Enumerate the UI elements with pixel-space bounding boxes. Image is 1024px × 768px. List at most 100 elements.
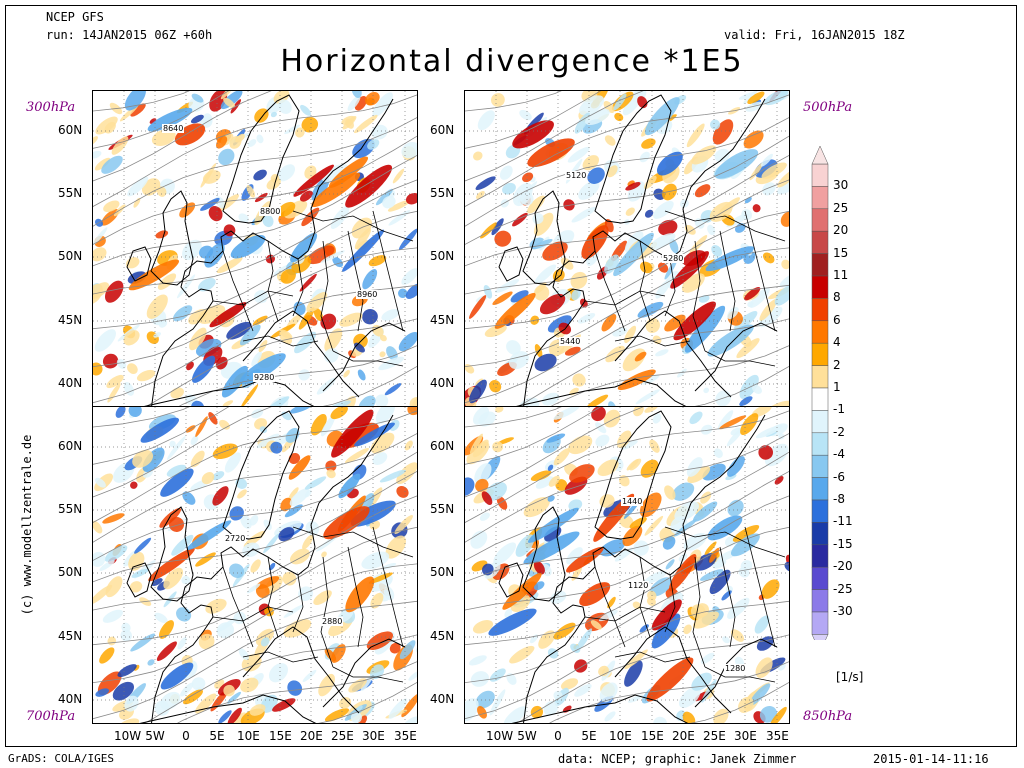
divergence-blob [222, 400, 234, 407]
divergence-blob [300, 104, 311, 116]
divergence-blob [342, 116, 357, 130]
height-contour [465, 495, 789, 611]
height-contour [465, 155, 789, 267]
divergence-blob [717, 410, 734, 430]
country-border [664, 574, 676, 633]
divergence-blob [298, 307, 315, 330]
divergence-blob [624, 231, 644, 253]
divergence-blob [120, 629, 132, 642]
divergence-blob [272, 698, 296, 712]
colorbar-swatch [811, 432, 829, 456]
divergence-blob [384, 383, 402, 396]
divergence-band [656, 151, 683, 176]
divergence-blob [387, 200, 411, 212]
divergence-blob [399, 640, 416, 660]
divergence-blob [475, 190, 485, 200]
divergence-blob [571, 565, 583, 581]
divergence-blob [366, 631, 394, 650]
divergence-blob [117, 664, 137, 678]
divergence-blob [652, 413, 662, 424]
divergence-blob [131, 568, 149, 578]
divergence-blob [494, 230, 512, 247]
lon-label: 15E [641, 729, 664, 743]
divergence-blob [299, 190, 313, 202]
divergence-blob [310, 413, 327, 436]
height-contour [465, 210, 789, 330]
divergence-blob [238, 648, 249, 661]
divergence-band [290, 232, 318, 263]
colorbar [811, 145, 829, 640]
divergence-blob [264, 606, 274, 617]
divergence-blob [254, 108, 269, 123]
colorbar-swatch [811, 410, 829, 434]
divergence-blob [778, 433, 785, 440]
divergence-band [527, 138, 575, 168]
divergence-blob [563, 199, 575, 211]
divergence-blob [163, 567, 184, 590]
contour-label: 8640 [163, 124, 183, 133]
contour-label-bg [162, 124, 184, 133]
country-border [320, 556, 334, 668]
divergence-blob [265, 254, 275, 264]
level-label-500: 500hPa [803, 100, 853, 115]
divergence-blob [124, 695, 139, 712]
divergence-blob [780, 211, 789, 227]
divergence-blob [496, 496, 508, 510]
height-contour [465, 407, 644, 498]
divergence-blob [709, 569, 731, 595]
divergence-blob [125, 257, 140, 269]
divergence-blob [330, 206, 350, 229]
divergence-band [239, 353, 286, 385]
divergence-blob [533, 560, 545, 575]
map-panel-850hpa: 1120 1280 1440 [464, 406, 790, 724]
divergence-blob [569, 464, 595, 483]
divergence-band [523, 531, 580, 565]
divergence-blob [372, 452, 388, 465]
divergence-blob [159, 620, 174, 639]
divergence-blob [408, 670, 417, 681]
divergence-blob [517, 181, 538, 203]
divergence-blob [106, 374, 124, 389]
divergence-blob [465, 698, 479, 722]
divergence-blob [665, 559, 675, 570]
divergence-blob [634, 351, 647, 362]
divergence-blob [658, 262, 669, 273]
divergence-band [669, 554, 697, 592]
divergence-blob [253, 169, 267, 181]
divergence-blob [469, 295, 487, 319]
divergence-blob [736, 338, 760, 359]
divergence-blob [240, 384, 259, 407]
divergence-blob [740, 413, 759, 436]
lat-label: 60N [430, 439, 455, 453]
divergence-blob [99, 559, 115, 571]
divergence-band [527, 507, 579, 543]
divergence-blob [405, 192, 417, 205]
height-contour [93, 210, 417, 330]
divergence-blob [171, 534, 194, 556]
panel-plot: 5120 5280 5440 [465, 91, 789, 407]
divergence-blob [747, 91, 765, 105]
divergence-blob [761, 579, 780, 599]
divergence-blob [765, 400, 789, 407]
divergence-band [128, 259, 180, 291]
height-contour [93, 179, 417, 295]
lon-label: 10E [237, 729, 260, 743]
divergence-blob [177, 637, 187, 650]
divergence-blob [111, 136, 129, 155]
country-border [584, 606, 666, 622]
divergence-blob [548, 475, 560, 487]
colorbar-label: -2 [833, 424, 845, 439]
coastline [322, 638, 406, 708]
coastline [322, 322, 406, 392]
coastline [222, 410, 300, 540]
divergence-blob [216, 622, 235, 639]
coastline [242, 626, 360, 714]
divergence-blob [578, 180, 600, 200]
divergence-blob [364, 92, 380, 106]
divergence-blob [368, 572, 393, 584]
country-border [212, 606, 294, 622]
divergence-blob [546, 433, 566, 443]
level-label-300: 300hPa [26, 100, 76, 115]
divergence-blob [635, 389, 660, 405]
divergence-blob [347, 95, 361, 111]
